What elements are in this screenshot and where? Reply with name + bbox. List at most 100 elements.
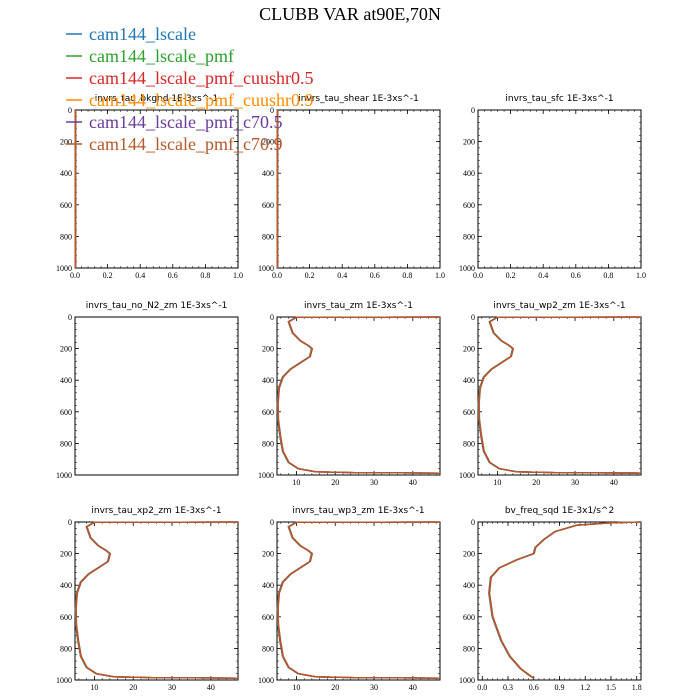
series-line-5 [75, 521, 239, 679]
y-tick-label: 600 [60, 613, 72, 622]
series-line-4 [277, 316, 441, 474]
series-line-2 [276, 316, 441, 474]
y-tick-label: 600 [463, 408, 475, 417]
panel-title: invrs_tau_wp2_zm 1E-3xs^-1 [493, 301, 625, 311]
y-tick-label: 400 [262, 376, 274, 385]
y-tick-label: 600 [60, 408, 72, 417]
series-line-3 [277, 521, 441, 679]
x-tick-label: 20 [532, 478, 540, 487]
panel-title: invrs_tau_wp3_zm 1E-3xs^-1 [292, 506, 424, 516]
panel-5: invrs_tau_zm 1E-3xs^-1 0 200 400 600 800 1000 1… [258, 301, 441, 487]
legend-label: cam144_lscale_pmf_cuushr0.9 [89, 90, 313, 110]
panel-6: invrs_tau_wp2_zm 1E-3xs^-1 0 200 400 600 800 1… [459, 301, 642, 487]
series-line-1 [477, 316, 642, 474]
series-line-2 [74, 521, 239, 679]
y-tick-label: 0 [471, 106, 475, 115]
y-tick-label: 800 [262, 439, 274, 448]
series-line-2 [276, 521, 441, 679]
legend-entry-6: cam144_lscale_pmf_c70.9 [66, 134, 282, 154]
y-tick-label: 600 [60, 201, 72, 210]
x-tick-label: 0.8 [200, 271, 210, 280]
y-tick-label: 1000 [56, 676, 72, 685]
x-tick-label: 0.2 [103, 271, 113, 280]
series-line-1 [276, 316, 441, 474]
y-tick-label: 1000 [459, 264, 475, 273]
plot-frame [477, 521, 642, 681]
panel-9: bv_freq_sqd 1E-3x1/s^2020040060080010000… [459, 506, 642, 692]
x-tick-label: 30 [571, 478, 579, 487]
y-tick-label: 0 [68, 518, 72, 527]
x-tick-label: 0.4 [337, 271, 347, 280]
panel-3: invrs_tau_sfc 1E-3xs^-1 0 200 400 600 800 1000… [459, 94, 646, 280]
legend-label: cam144_lscale_pmf_cuushr0.5 [89, 68, 313, 88]
x-tick-label: 0.2 [506, 271, 516, 280]
series-line-5 [277, 521, 441, 679]
series-line-4 [75, 521, 239, 679]
x-tick-label: 0.2 [305, 271, 315, 280]
x-tick-label: 1.0 [636, 271, 646, 280]
y-tick-label: 800 [262, 644, 274, 653]
x-tick-label: 0.9 [555, 683, 565, 692]
x-tick-label: 1.0 [233, 271, 243, 280]
legend-entry-3: cam144_lscale_pmf_cuushr0.5 [66, 68, 313, 88]
series-line-6 [478, 316, 642, 474]
legend-label: cam144_lscale_pmf_c70.5 [89, 112, 282, 132]
series-line-6 [277, 521, 441, 679]
x-tick-label: 0.0 [473, 271, 483, 280]
x-tick-label: 30 [370, 683, 378, 692]
x-tick-label: 0.8 [402, 271, 412, 280]
legend-label: cam144_lscale [89, 24, 196, 44]
panel-title: invrs_tau_no_N2_zm 1E-3xs^-1 [86, 301, 228, 311]
panel-2: invrs_tau_shear 1E-3xs^-1 0 200 400 600 800 10… [258, 94, 445, 280]
x-tick-label: 1.8 [632, 683, 642, 692]
series-line-3 [478, 316, 642, 474]
y-tick-label: 400 [60, 581, 72, 590]
x-tick-label: 0.0 [272, 271, 282, 280]
series-line-3 [277, 316, 441, 474]
y-tick-label: 600 [463, 613, 475, 622]
series-line-5 [478, 316, 642, 474]
series-line-6 [75, 521, 239, 679]
series-line-4 [478, 316, 642, 474]
panel-7: invrs_tau_xp2_zm 1E-3xs^-1 0 200 400 600 800 1… [56, 506, 239, 692]
y-tick-label: 800 [463, 439, 475, 448]
y-tick-label: 1000 [56, 471, 72, 480]
series-line-2 [488, 521, 642, 679]
x-tick-label: 40 [409, 478, 417, 487]
x-tick-label: 20 [331, 478, 339, 487]
panel-4: invrs_tau_no_N2_zm 1E-3xs^-1 0 200 400 600 80… [56, 301, 239, 480]
y-tick-label: 1000 [459, 676, 475, 685]
x-tick-label: 40 [409, 683, 417, 692]
legend-label: cam144_lscale_pmf [89, 46, 234, 66]
series-line-6 [277, 316, 441, 474]
series-line-3 [75, 521, 239, 679]
series-line-1 [276, 521, 441, 679]
series-line-4 [488, 521, 642, 679]
x-tick-label: 0.3 [503, 683, 513, 692]
y-tick-label: 0 [471, 518, 475, 527]
x-tick-label: 0.6 [571, 271, 581, 280]
x-tick-label: 30 [168, 683, 176, 692]
y-tick-label: 800 [463, 232, 475, 241]
y-tick-label: 200 [60, 138, 72, 147]
series-line-5 [488, 521, 642, 679]
y-tick-label: 400 [463, 169, 475, 178]
series-line-5 [277, 316, 441, 474]
y-tick-label: 600 [262, 613, 274, 622]
x-tick-label: 0.6 [168, 271, 178, 280]
x-tick-label: 1.5 [606, 683, 616, 692]
y-tick-label: 400 [60, 376, 72, 385]
x-tick-label: 1.2 [580, 683, 590, 692]
series-line-1 [488, 521, 642, 679]
x-tick-label: 20 [129, 683, 137, 692]
y-tick-label: 400 [463, 581, 475, 590]
x-tick-label: 0.0 [70, 271, 80, 280]
plot-frame [276, 109, 441, 269]
series-line-6 [488, 521, 642, 679]
y-tick-label: 1000 [258, 471, 274, 480]
y-tick-label: 600 [262, 201, 274, 210]
panel-title: bv_freq_sqd 1E-3x1/s^2 [505, 506, 614, 516]
y-tick-label: 1000 [459, 471, 475, 480]
x-tick-label: 40 [207, 683, 215, 692]
